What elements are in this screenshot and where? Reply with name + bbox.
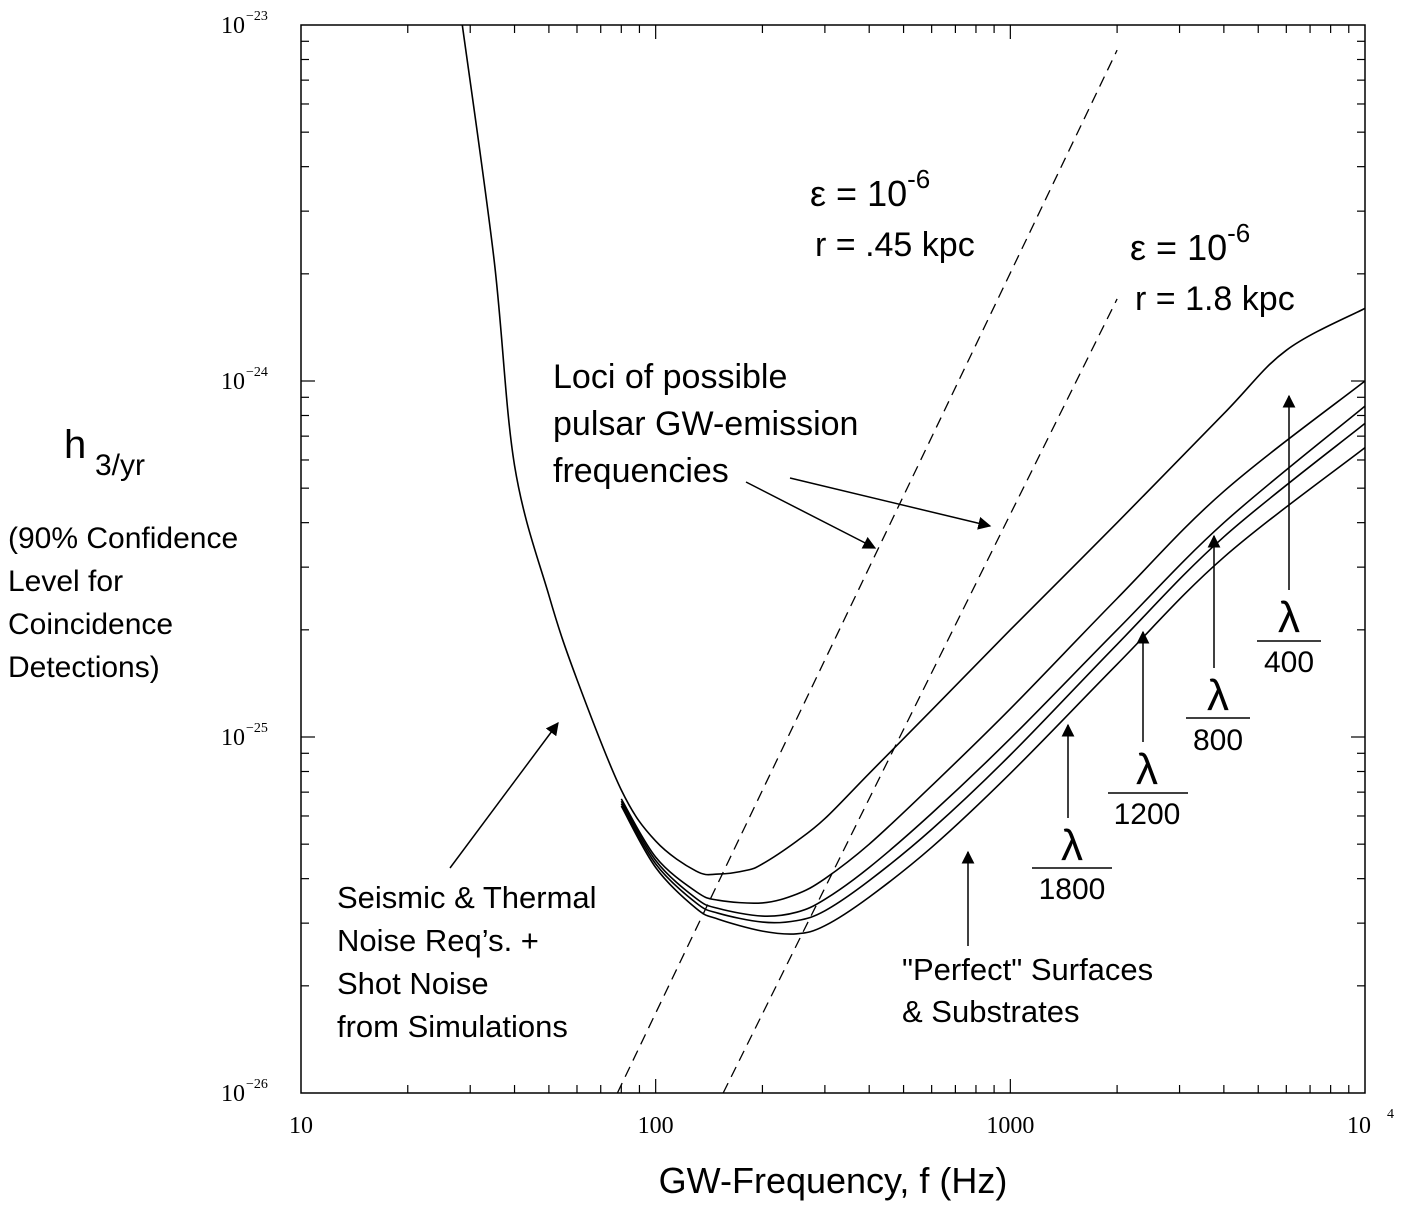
- seismic-arrow: [449, 721, 559, 869]
- lambda-denominator: 1200: [1114, 798, 1181, 831]
- seismic-annotation: Seismic & Thermal Noise Req’s. + Shot No…: [337, 880, 597, 1044]
- lambda-denominator: 400: [1264, 646, 1314, 679]
- lambda-symbol: λ: [1207, 671, 1229, 720]
- annotation-line: & Substrates: [902, 994, 1079, 1029]
- svg-text:ε = 10-6: ε = 10-6: [1130, 218, 1250, 268]
- x-tick-label: 100: [638, 1113, 674, 1139]
- y-tick-exponent: −24: [246, 365, 268, 380]
- svg-text:ε = 10-6: ε = 10-6: [810, 164, 930, 214]
- y-tick-label: 10: [221, 369, 245, 395]
- locus-distance-text: r = 1.8 kpc: [1135, 280, 1295, 318]
- x-tick-label: 10: [1347, 1113, 1371, 1139]
- plot-frame: [300, 24, 1366, 1094]
- annotation-line: Seismic & Thermal: [337, 880, 597, 915]
- noise-curve-5: [620, 446, 1365, 935]
- noise-curve-2: [620, 380, 1365, 904]
- lambda-symbol: λ: [1278, 593, 1300, 642]
- annotation-line: Loci of possible: [553, 358, 787, 396]
- x-tick-label: 10: [289, 1113, 313, 1139]
- axis-ticks: [301, 25, 1365, 1093]
- lambda-denominator: 800: [1193, 724, 1243, 757]
- lambda-denominator: 1800: [1039, 873, 1106, 906]
- noise-curve-1: [461, 25, 1365, 876]
- perfect-annotation: "Perfect" Surfaces & Substrates: [902, 952, 1153, 1029]
- x-axis-label: GW-Frequency, f (Hz): [659, 1160, 1008, 1201]
- loci-arrow-right: [789, 477, 992, 530]
- annotation-line: Shot Noise: [337, 966, 489, 1001]
- y-axis-desc-line: Level for: [8, 565, 123, 598]
- x-tick-exponent: 4: [1387, 1107, 1394, 1122]
- noise-curves: [461, 25, 1365, 935]
- noise-curve-3: [620, 405, 1365, 918]
- y-axis-subscript: 3/yr: [95, 449, 145, 482]
- locus-distance-text: r = .45 kpc: [815, 226, 975, 264]
- annotation-line: pulsar GW-emission: [553, 405, 858, 443]
- y-tick-exponent: −26: [246, 1077, 268, 1092]
- y-tick-label: 10: [221, 13, 245, 39]
- y-axis-desc-line: Coincidence: [8, 608, 173, 641]
- locus-eps-text: ε = 10: [810, 173, 907, 214]
- lambda-label-1800: λ 1800: [1032, 821, 1112, 906]
- locus-eps-text: ε = 10: [1130, 227, 1227, 268]
- loci-annotation: Loci of possible pulsar GW-emission freq…: [553, 358, 858, 490]
- y-tick-label: 10: [221, 725, 245, 751]
- lambda-symbol: λ: [1061, 821, 1083, 870]
- lambda-symbol: λ: [1136, 745, 1158, 794]
- y-tick-exponent: −23: [246, 9, 268, 24]
- annotation-line: from Simulations: [337, 1009, 568, 1044]
- pulsar-locus-line-2: [722, 298, 1118, 1093]
- y-tick-exponent: −25: [246, 721, 268, 736]
- y-axis-desc-line: (90% Confidence: [8, 522, 238, 555]
- lambda-label-800: λ 800: [1186, 671, 1250, 757]
- y-axis-label: h 3/yr (90% Confidence Level for Coincid…: [8, 423, 238, 684]
- annotation-line: "Perfect" Surfaces: [902, 952, 1153, 987]
- locus-label-18kpc: ε = 10-6 r = 1.8 kpc: [1130, 218, 1295, 318]
- locus-eps-exponent: -6: [907, 164, 930, 194]
- locus-eps-exponent: -6: [1227, 218, 1250, 248]
- x-tick-label: 1000: [986, 1113, 1034, 1139]
- lambda-label-1200: λ 1200: [1108, 745, 1188, 831]
- y-axis-symbol: h: [64, 423, 86, 467]
- annotation-line: frequencies: [553, 452, 729, 490]
- pulsar-loci: [616, 49, 1118, 1093]
- y-axis-desc-line: Detections): [8, 651, 160, 684]
- pulsar-locus-line-1: [616, 49, 1118, 1093]
- annotation-line: Noise Req’s. +: [337, 923, 539, 958]
- locus-label-045kpc: ε = 10-6 r = .45 kpc: [810, 164, 975, 264]
- noise-curve-4: [620, 422, 1365, 924]
- loci-arrow-left: [745, 481, 877, 549]
- lambda-label-400: λ 400: [1257, 593, 1321, 679]
- y-tick-label: 10: [221, 1081, 245, 1107]
